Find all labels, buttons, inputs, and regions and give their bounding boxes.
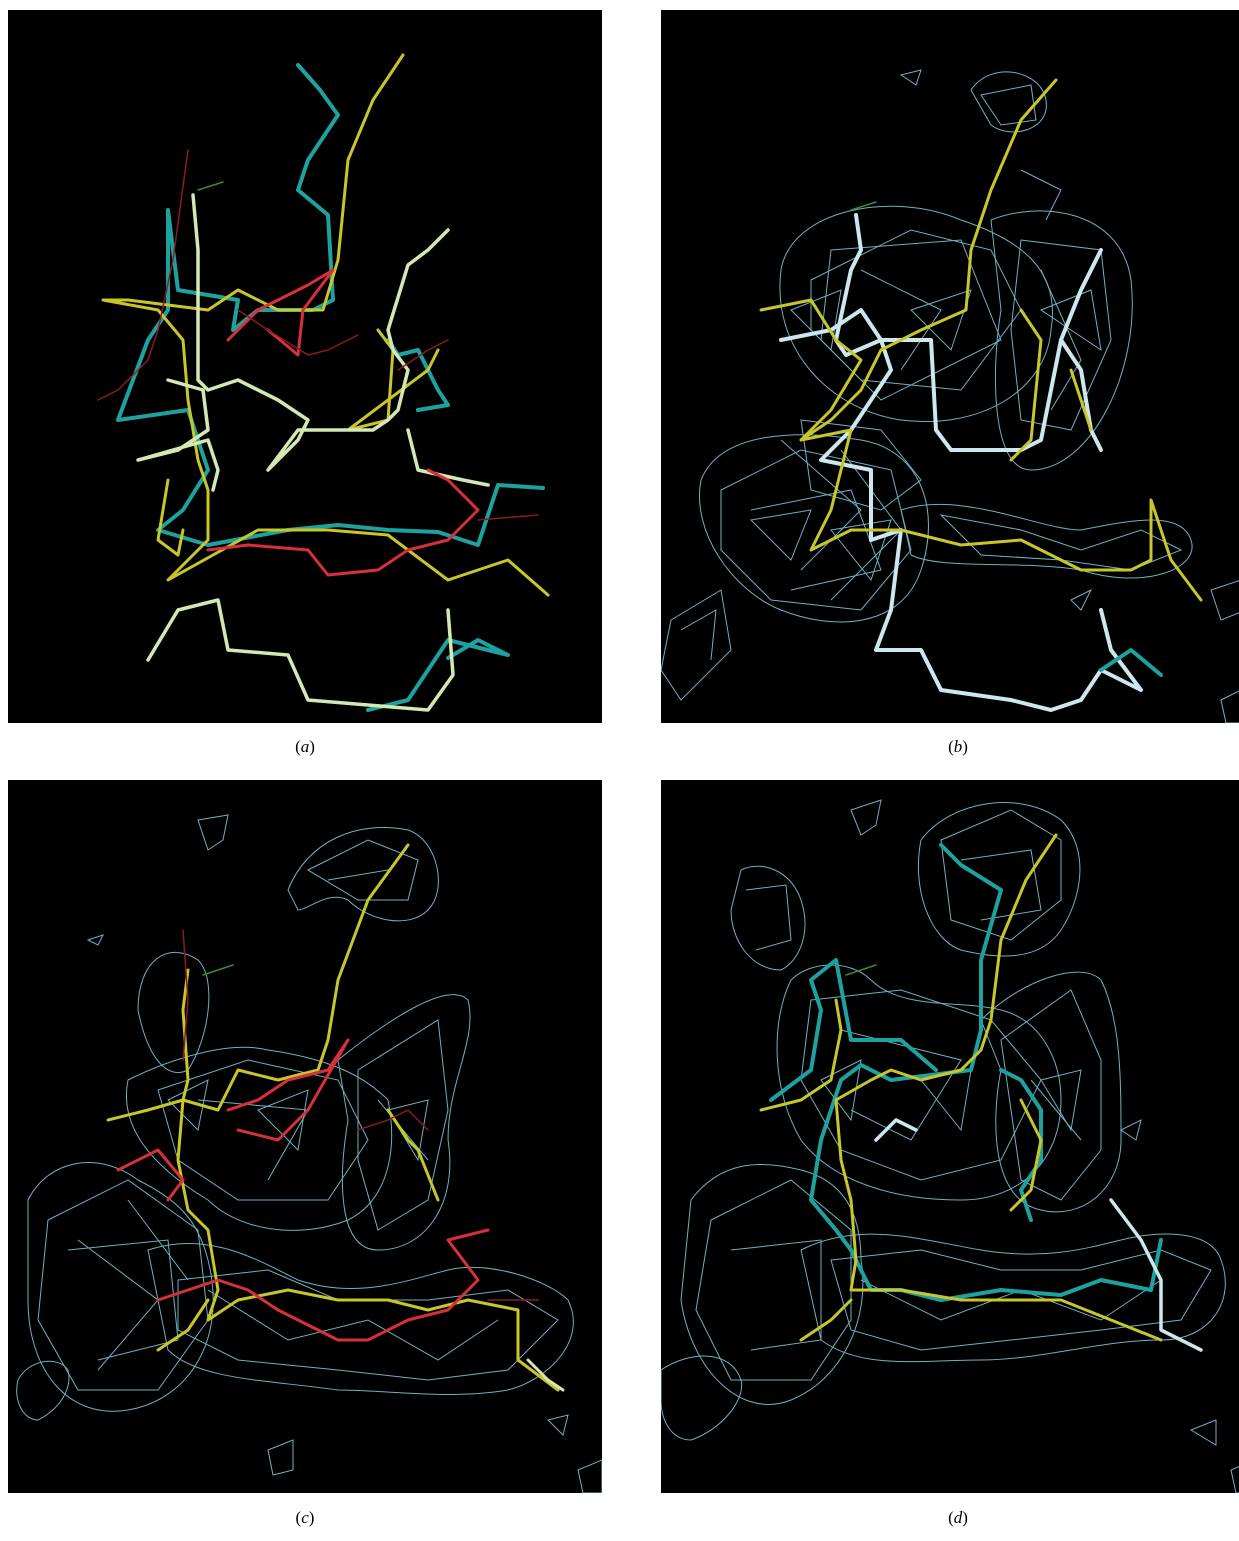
pale-model-right — [406, 428, 490, 487]
yellow-model-trace — [799, 78, 1203, 602]
thin-red-lines-2 — [237, 309, 359, 356]
teal-model-bottom — [1099, 648, 1163, 677]
density-mesh — [661, 69, 1239, 723]
teal-model-trace — [116, 63, 545, 547]
panel-d-mesh-svg — [661, 799, 1239, 1493]
panel-b-mesh-svg — [661, 69, 1239, 723]
panel-b-image — [661, 10, 1239, 723]
red-model-trace — [226, 1038, 350, 1142]
caption-c: (c) — [295, 1508, 315, 1527]
yellow-model-trace — [834, 833, 1163, 1342]
yellow-model-branch — [386, 1108, 440, 1202]
yellow-model-small — [1069, 368, 1093, 432]
thin-green-line — [850, 201, 877, 211]
thin-red-lines-2 — [357, 1109, 429, 1131]
thin-red-lines — [97, 149, 189, 401]
panel-c-image — [8, 780, 602, 1493]
yellow-model-side — [106, 968, 190, 1122]
thin-green-line — [197, 181, 224, 191]
yellow-model-lower — [156, 1298, 210, 1352]
thin-green-line — [202, 964, 234, 976]
density-mesh — [16, 814, 602, 1493]
panel-d-image — [661, 780, 1239, 1493]
thin-red-lines — [182, 929, 189, 1061]
yellow-model-side — [759, 298, 863, 442]
thin-red-lines-4 — [477, 514, 539, 521]
white-model-upper — [779, 248, 1103, 452]
panel-a-model-svg — [97, 53, 550, 712]
caption-d: (d) — [948, 1508, 968, 1527]
density-mesh — [661, 799, 1239, 1493]
yellow-model-side — [759, 998, 843, 1112]
teal-model-bottom — [366, 638, 510, 712]
pale-model-end — [526, 1358, 565, 1392]
white-model-end — [1109, 1198, 1203, 1352]
teal-model-side — [999, 1068, 1043, 1222]
caption-b: (b) — [948, 737, 968, 756]
pale-model-trace — [191, 193, 450, 472]
panel-c-mesh-svg — [16, 814, 602, 1493]
pale-model-bottom — [146, 598, 455, 712]
teal-model-trace — [809, 843, 1163, 1302]
red-model-trace — [226, 268, 335, 357]
yellow-model-trace — [101, 53, 550, 597]
red-model-lower — [156, 1228, 490, 1342]
yellow-model-lower — [799, 1298, 853, 1342]
thin-green-line — [845, 964, 877, 976]
teal-model-upper — [769, 958, 938, 1102]
pale-model-lower — [136, 378, 220, 492]
white-model-small — [874, 1118, 918, 1142]
red-model-left — [116, 1148, 185, 1202]
yellow-model-branch — [1009, 308, 1043, 462]
caption-a: (a) — [295, 737, 315, 756]
yellow-model-trace — [176, 843, 560, 1392]
panel-a-image — [8, 10, 602, 723]
thin-red-lines-3 — [397, 339, 449, 371]
yellow-model-branch — [156, 478, 185, 557]
red-model-lower — [206, 468, 480, 577]
white-model-right — [1059, 338, 1103, 452]
yellow-model-branch — [1009, 1098, 1043, 1212]
